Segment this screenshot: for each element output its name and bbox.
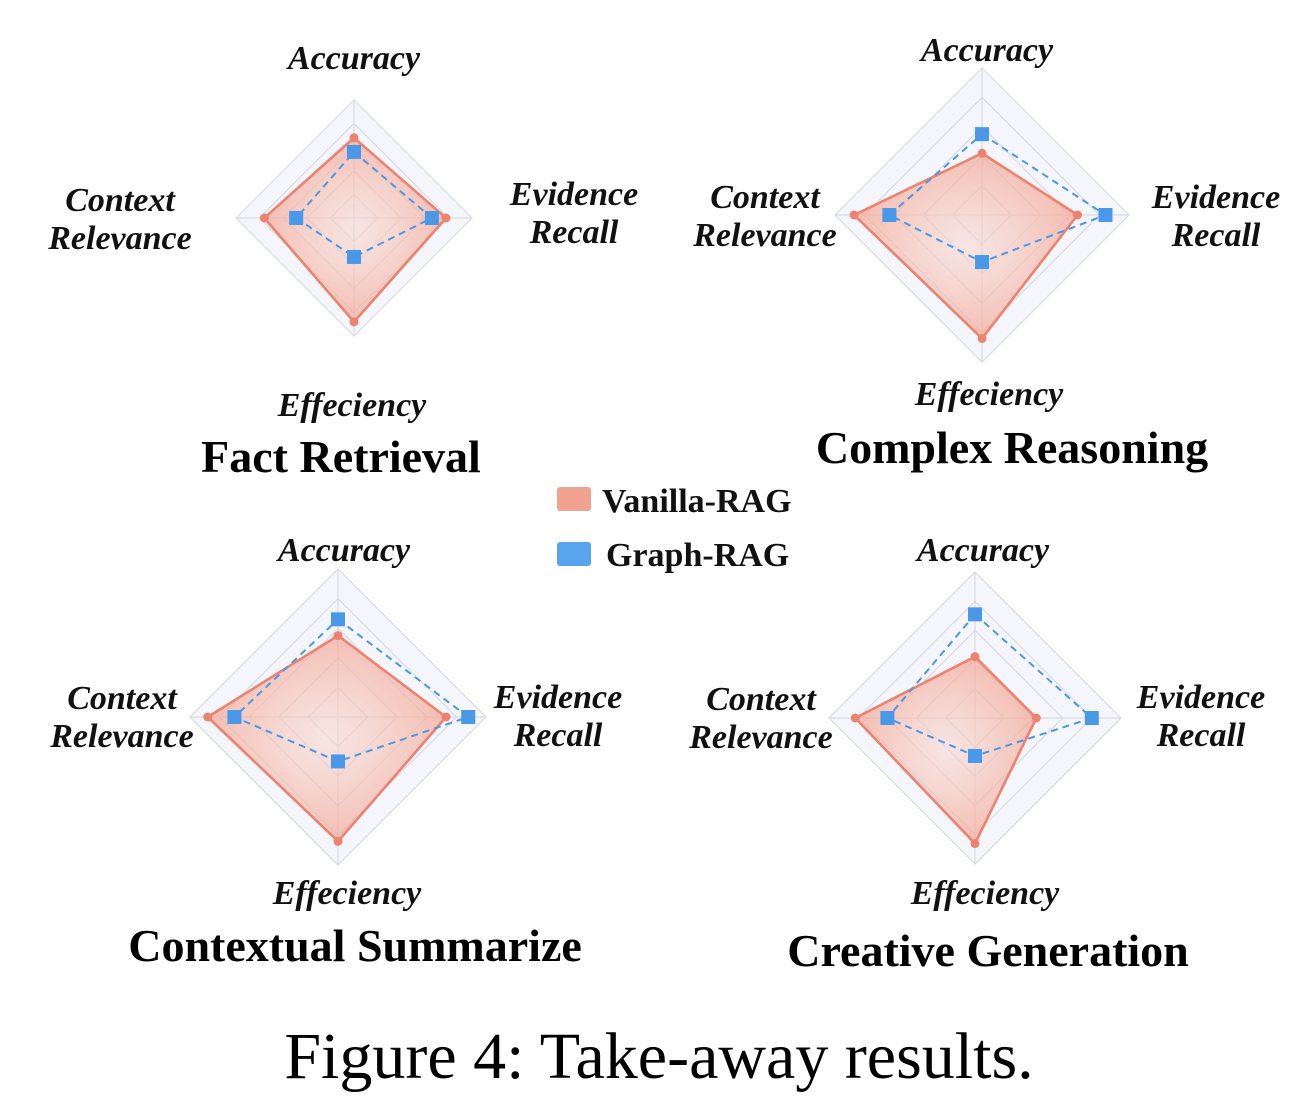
vanilla-point [977, 148, 987, 158]
axis-label-line: Context [65, 182, 176, 219]
vanilla-point [349, 133, 359, 143]
graph-point [880, 711, 895, 725]
vanilla-point [259, 213, 269, 223]
graph-point [424, 211, 439, 225]
graph-point [227, 710, 242, 724]
axis-label: Accuracy [915, 532, 1050, 569]
figure-caption: Figure 4: Take-away results. [284, 1020, 1033, 1093]
axis-label-line: Accuracy [276, 532, 411, 569]
vanilla-point [441, 213, 451, 223]
vanilla-point [849, 210, 859, 220]
graph-point [461, 710, 476, 724]
graph-point [331, 612, 345, 627]
axis-label-line: Recall [529, 214, 619, 251]
axis-label-line: Recall [1156, 717, 1246, 754]
vanilla-point [1031, 713, 1041, 723]
axis-label: Evidence Recall [509, 176, 638, 251]
axis-label: Effeciency [272, 875, 422, 912]
axis-label: Effeciency [910, 875, 1060, 912]
vanilla-point [333, 836, 343, 846]
axis-label-line: Context [706, 681, 817, 718]
axis-label-line: Context [710, 179, 821, 216]
axis-label: Evidence Recall [1151, 179, 1280, 254]
axis-label-line: Accuracy [919, 32, 1054, 69]
legend-label-vanilla: Vanilla-RAG [602, 483, 792, 520]
legend-swatch-vanilla [557, 487, 591, 511]
panel-title: Contextual Summarize [128, 920, 582, 971]
axis-label-line: Effeciency [910, 875, 1060, 912]
axis-label-line: Relevance [49, 718, 194, 755]
axis-label-line: Evidence [1151, 179, 1280, 216]
axis-label-line: Evidence [509, 176, 638, 213]
axis-label: Accuracy [919, 32, 1054, 69]
axis-label: Context Relevance [692, 179, 837, 254]
axis-label: Context Relevance [47, 182, 192, 257]
vanilla-point [333, 631, 343, 641]
axis-label-line: Accuracy [915, 532, 1050, 569]
panel-title: Creative Generation [787, 925, 1189, 976]
graph-point [347, 249, 361, 264]
graph-point [968, 748, 982, 763]
axis-label-line: Accuracy [286, 40, 421, 77]
axis-label-line: Context [67, 680, 178, 717]
axis-label-line: Evidence [493, 679, 622, 716]
axis-label-line: Effeciency [272, 875, 422, 912]
graph-point [975, 127, 989, 142]
axis-label: Context Relevance [49, 680, 194, 755]
vanilla-point [970, 839, 980, 849]
axis-label-line: Evidence [1136, 679, 1265, 716]
graph-point [289, 211, 304, 225]
series-graph-line [294, 150, 434, 259]
axis-label: Accuracy [276, 532, 411, 569]
vanilla-point [1073, 210, 1083, 220]
axis-label: Effeciency [914, 376, 1064, 413]
vanilla-point [850, 713, 860, 723]
graph-point [975, 255, 989, 270]
graph-point [1098, 208, 1113, 222]
axis-label-line: Recall [1171, 217, 1261, 254]
vanilla-point [970, 652, 980, 662]
panel-title: Complex Reasoning [816, 422, 1208, 473]
legend-swatch-graph [557, 542, 591, 566]
graph-point [882, 208, 897, 222]
axis-label-line: Effeciency [914, 376, 1064, 413]
axis-label: Effeciency [277, 387, 427, 424]
legend-label-graph: Graph-RAG [606, 537, 789, 574]
graph-point [1084, 711, 1099, 725]
vanilla-point [349, 317, 359, 327]
axis-label-line: Effeciency [277, 387, 427, 424]
axis-label-line: Relevance [692, 217, 837, 254]
axis-label: Evidence Recall [1136, 679, 1265, 754]
vanilla-point [441, 712, 451, 722]
legend: Vanilla-RAG Graph-RAG [557, 483, 792, 574]
axis-label: Accuracy [286, 40, 421, 77]
axis-label-line: Relevance [47, 220, 192, 257]
graph-point [347, 144, 361, 159]
vanilla-point [977, 333, 987, 343]
axis-label-line: Recall [513, 717, 603, 754]
axis-label: Evidence Recall [493, 679, 622, 754]
graph-point [331, 754, 345, 769]
vanilla-point [203, 712, 213, 722]
panel-title: Fact Retrieval [201, 431, 481, 482]
graph-point [968, 607, 982, 622]
axis-label-line: Relevance [688, 719, 833, 756]
axis-label: Context Relevance [688, 681, 833, 756]
